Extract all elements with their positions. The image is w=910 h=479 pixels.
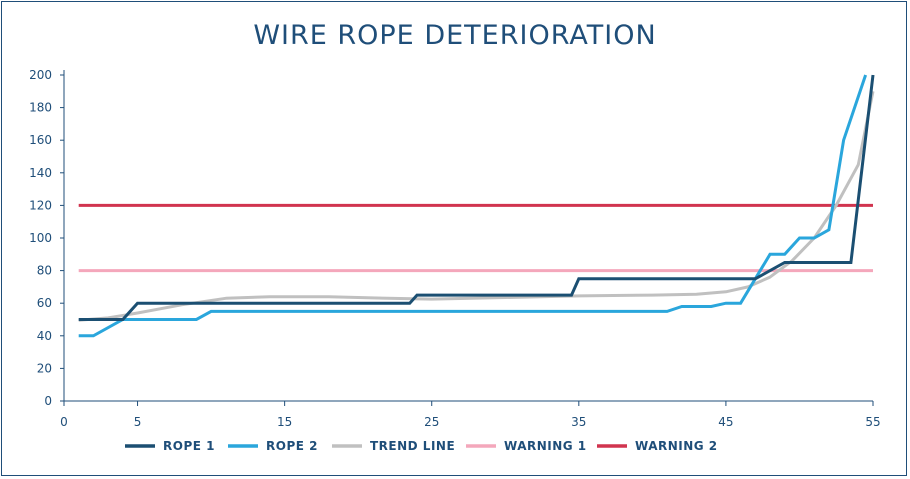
chart-title: WIRE ROPE DETERIORATION bbox=[253, 20, 657, 51]
y-tick-label: 200 bbox=[29, 68, 52, 82]
x-tick-label: 15 bbox=[277, 415, 292, 429]
y-tick-label: 20 bbox=[37, 361, 52, 375]
y-tick-label: 40 bbox=[37, 329, 52, 343]
y-tick-label: 160 bbox=[29, 133, 52, 147]
y-tick-label: 80 bbox=[37, 264, 52, 278]
y-tick-label: 140 bbox=[29, 166, 52, 180]
x-tick-label: 25 bbox=[424, 415, 439, 429]
legend-label-warning-2: WARNING 2 bbox=[635, 439, 718, 453]
legend-label-rope-2: ROPE 2 bbox=[266, 439, 318, 453]
x-tick-label: 0 bbox=[60, 415, 68, 429]
x-tick-label: 5 bbox=[134, 415, 142, 429]
series-line-rope-1 bbox=[78, 74, 875, 321]
y-tick-label: 60 bbox=[37, 296, 52, 310]
chart-legend: ROPE 1 ROPE 2 TREND LINE WARNING 1 WARNING 2 bbox=[125, 439, 718, 453]
legend-label-rope-1: ROPE 1 bbox=[163, 439, 215, 453]
y-tick-label: 0 bbox=[44, 394, 52, 408]
legend-label-warning-1: WARNING 1 bbox=[504, 439, 587, 453]
x-tick-label: 55 bbox=[865, 415, 880, 429]
y-tick-label: 180 bbox=[29, 101, 52, 115]
y-tick-label: 100 bbox=[29, 231, 52, 245]
x-tick-label: 45 bbox=[718, 415, 733, 429]
series-line-rope-2 bbox=[78, 74, 868, 338]
x-tick-label: 35 bbox=[571, 415, 586, 429]
chart-axes: 0 20 40 60 80 100 120 140 160 180 200 0 5 15 25 35 45 55 bbox=[29, 68, 881, 429]
y-tick-label: 120 bbox=[29, 198, 52, 212]
legend-label-trend-line: TREND LINE bbox=[370, 439, 455, 453]
chart-series bbox=[78, 74, 875, 338]
